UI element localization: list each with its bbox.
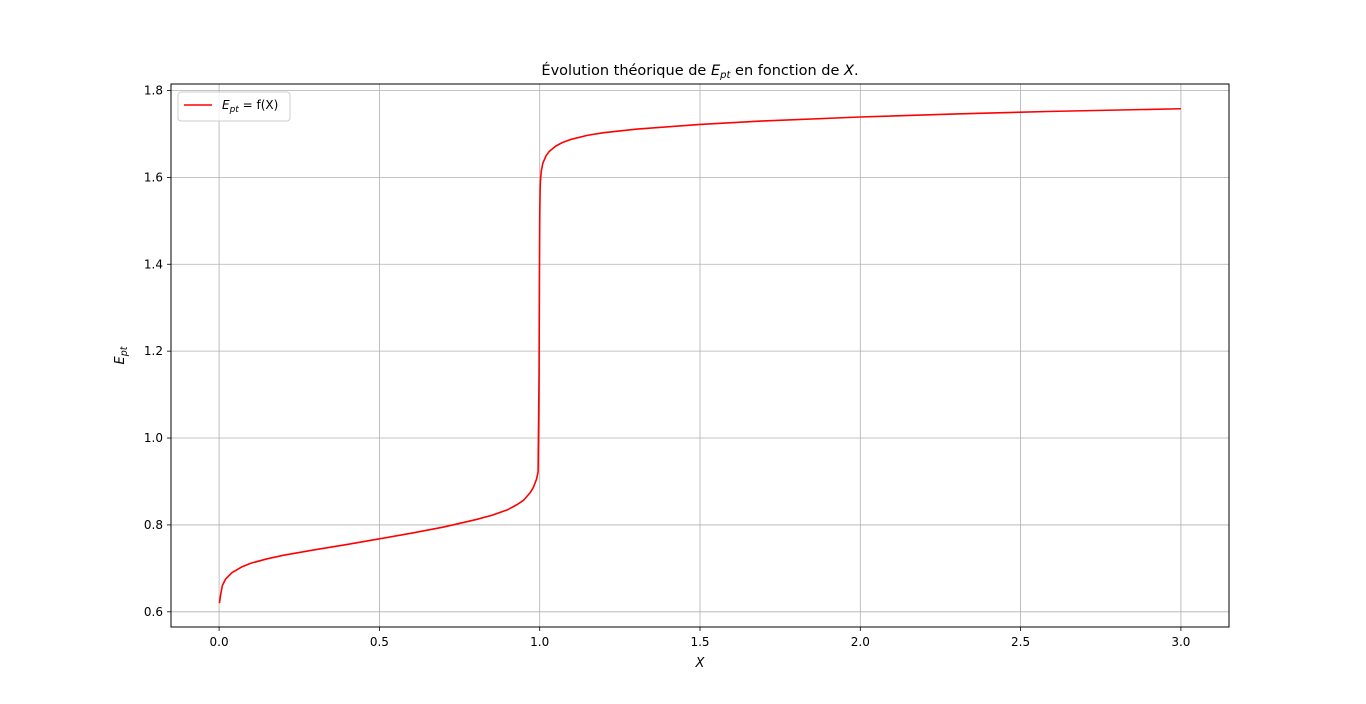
legend-label: Ept = f(X) xyxy=(222,98,278,115)
x-tick-label: 3.0 xyxy=(1171,635,1190,649)
legend-box xyxy=(177,91,291,122)
x-axis-label: X xyxy=(695,656,706,671)
x-tick-label: 0.0 xyxy=(210,635,229,649)
x-tick-label: 1.5 xyxy=(690,635,709,649)
series-layer xyxy=(218,107,1181,604)
x-tick-label: 0.5 xyxy=(370,635,389,649)
y-tick-label: 0.8 xyxy=(144,518,163,532)
y-tick-label: 1.0 xyxy=(144,431,163,445)
legend: Ept = f(X) xyxy=(177,91,291,122)
y-axis-label: Ept xyxy=(113,345,130,364)
chart-title: Évolution théorique de Ept en fonction d… xyxy=(541,62,858,81)
series-line xyxy=(218,107,1181,604)
x-tick-label: 2.0 xyxy=(851,635,870,649)
y-tick-label: 1.4 xyxy=(144,257,163,271)
y-tick-label: 0.6 xyxy=(144,605,163,619)
x-tick-label: 2.5 xyxy=(1011,635,1030,649)
y-tick-label: 1.8 xyxy=(144,84,163,98)
y-tick-label: 1.2 xyxy=(144,344,163,358)
y-tick-label: 1.6 xyxy=(144,170,163,184)
ticks: 0.0 0.5 1.0 1.5 2.0 2.5 3.0 0.6 0.8 1.0 1.2 1.4 1.6 1… xyxy=(144,84,1191,649)
x-tick-label: 1.0 xyxy=(530,635,549,649)
